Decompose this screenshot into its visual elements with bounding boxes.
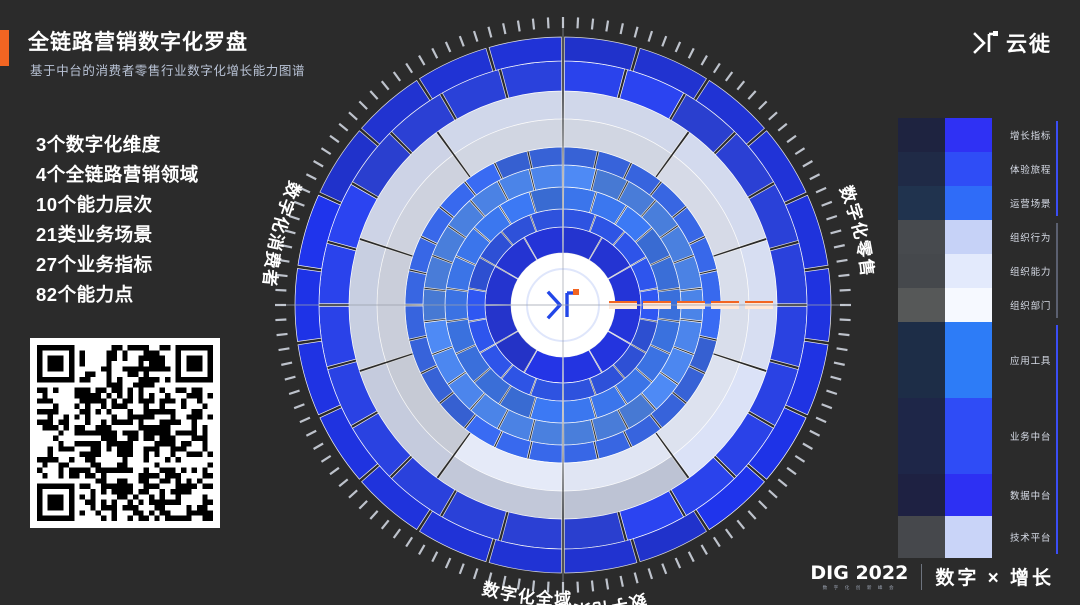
legend-row[interactable]: 组织部门 (898, 288, 1080, 322)
dig-logo-text: DIG 2022 (810, 562, 909, 584)
legend-swatch (898, 118, 992, 152)
legend-group-name: 组 织 变 革 (1074, 233, 1080, 309)
legend-label: 组织行为 (1010, 233, 1052, 244)
stat-item: 4个全链路营销领域 (36, 163, 199, 185)
x-logo-icon (546, 289, 579, 320)
legend-group-rail (1056, 121, 1058, 216)
legend-label: 组织能力 (1010, 267, 1052, 278)
legend-label: 运营场景 (1010, 199, 1052, 210)
dig-logo: DIG 2022 数 字 化 创 新 峰 会 (810, 562, 908, 591)
legend-row[interactable]: 数据中台 (898, 474, 1080, 516)
brand-logo: 云徙 (973, 28, 1052, 58)
compass-quadrant-label: 数字化渠道 (553, 590, 648, 605)
legend-group-name: 业 务 创 新 (1074, 131, 1080, 207)
legend-row[interactable]: 运营场景 (898, 186, 1080, 220)
legend-row[interactable]: 组织能力 (898, 254, 1080, 288)
legend-label: 业务中台 (1010, 432, 1052, 443)
compass-quadrant-label: 数字化消费者 (259, 178, 304, 288)
dig-logo-subtitle: 数 字 化 创 新 峰 会 (822, 585, 897, 590)
qr-code-icon[interactable] (30, 338, 220, 528)
legend-row[interactable]: 技术平台 (898, 516, 1080, 558)
legend-row[interactable]: 应用工具 (898, 322, 1080, 398)
stat-item: 27个业务指标 (36, 253, 153, 275)
legend-swatch (898, 220, 992, 254)
legend-row[interactable]: 体验旅程 (898, 152, 1080, 186)
page-title: 全链路营销数字化罗盘 (28, 31, 248, 54)
stat-item: 10个能力层次 (36, 193, 153, 215)
legend-group-name: 数 字 技 术 (1074, 402, 1080, 478)
legend-panel: 增长指标 体验旅程 运营场景 组织行为 组织能力 (898, 118, 1080, 558)
legend-row[interactable]: 组织行为 (898, 220, 1080, 254)
legend-swatch (898, 152, 992, 186)
legend-swatch (898, 186, 992, 220)
legend-row[interactable]: 业务中台 (898, 398, 1080, 474)
accent-bar (0, 30, 9, 66)
legend-label: 增长指标 (1010, 131, 1052, 142)
legend-label: 体验旅程 (1010, 165, 1052, 176)
stats-list: 3个数字化维度 4个全链路营销领域 10个能力层次 21类业务场景 27个业务指… (36, 130, 199, 310)
footer-tagline: 数字 × 增长 (935, 568, 1054, 589)
legend-swatch (898, 322, 992, 398)
compass-quadrant-label: 数字化全域 (480, 578, 573, 605)
legend-label: 数据中台 (1010, 491, 1052, 502)
stat-item: 82个能力点 (36, 283, 134, 305)
brand-name: 云徙 (1006, 33, 1052, 56)
legend-swatch (898, 516, 992, 558)
qr-code-canvas (37, 345, 213, 521)
page-header: 全链路营销数字化罗盘 基于中台的消费者零售行业数字化增长能力图谱 (0, 22, 1080, 92)
x-logo-icon (973, 31, 999, 55)
legend-swatch (898, 398, 992, 474)
legend-label: 组织部门 (1010, 301, 1052, 312)
page-subtitle: 基于中台的消费者零售行业数字化增长能力图谱 (30, 64, 306, 78)
compass-quadrant-label: 数字化零售 (836, 183, 878, 279)
legend-group-rail (1056, 325, 1058, 554)
legend-swatch (898, 254, 992, 288)
legend-swatch (898, 474, 992, 516)
legend-label: 应用工具 (1010, 356, 1052, 367)
legend-row[interactable]: 增长指标 (898, 118, 1080, 152)
legend-label: 技术平台 (1010, 533, 1052, 544)
legend-group-rail (1056, 223, 1058, 318)
stat-item: 3个数字化维度 (36, 134, 161, 155)
legend-swatch (898, 288, 992, 322)
page-footer: DIG 2022 数 字 化 创 新 峰 会 数字 × 增长 (810, 562, 1054, 591)
footer-divider (921, 563, 923, 590)
stat-item: 21类业务场景 (36, 223, 153, 245)
